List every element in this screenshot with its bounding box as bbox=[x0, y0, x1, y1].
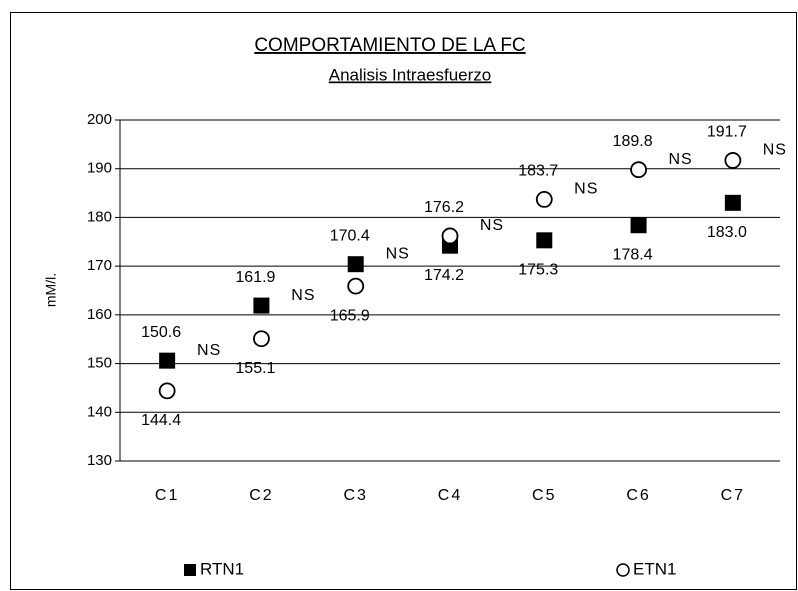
legend-label: ETN1 bbox=[633, 559, 676, 578]
y-axis-label: mM/l. bbox=[43, 273, 59, 307]
data-point bbox=[724, 152, 742, 169]
annotation: NS bbox=[763, 142, 787, 159]
x-tick-label: C3 bbox=[343, 487, 367, 504]
y-tick-label: 170 bbox=[87, 257, 112, 274]
data-point bbox=[159, 352, 176, 369]
data-point bbox=[253, 330, 270, 348]
data-label: 183.0 bbox=[707, 224, 747, 241]
data-label: 161.9 bbox=[235, 269, 275, 286]
annotation: NS bbox=[386, 245, 410, 262]
data-label: 150.6 bbox=[141, 324, 181, 341]
legend-marker bbox=[616, 563, 630, 577]
y-tick-label: 180 bbox=[87, 208, 112, 225]
data-point bbox=[630, 217, 647, 234]
data-point bbox=[630, 161, 647, 179]
annotation: NS bbox=[668, 151, 692, 168]
y-tick-label: 200 bbox=[87, 111, 112, 128]
data-point bbox=[441, 227, 459, 245]
data-label: 174.2 bbox=[424, 267, 464, 284]
data-label: 165.9 bbox=[330, 307, 370, 324]
x-tick-label: C2 bbox=[249, 487, 273, 504]
x-tick-label: C5 bbox=[532, 487, 556, 504]
chart-frame bbox=[10, 12, 797, 590]
x-tick-label: C4 bbox=[438, 487, 462, 504]
data-label: 155.1 bbox=[235, 360, 275, 377]
y-tick-label: 150 bbox=[87, 355, 112, 372]
data-point bbox=[347, 256, 364, 273]
legend-marker bbox=[184, 564, 196, 576]
data-label: 178.4 bbox=[613, 246, 653, 263]
x-tick-label: C7 bbox=[721, 487, 745, 504]
x-tick-label: C1 bbox=[155, 487, 179, 504]
data-point bbox=[536, 232, 553, 249]
data-point bbox=[724, 194, 741, 211]
data-label: 183.7 bbox=[518, 163, 558, 180]
chart-title: COMPORTAMIENTO DE LA FC bbox=[254, 35, 525, 56]
annotation: NS bbox=[574, 181, 598, 198]
annotation: NS bbox=[197, 342, 221, 359]
x-tick-label: C6 bbox=[626, 487, 650, 504]
y-tick-label: 140 bbox=[87, 403, 112, 420]
data-point bbox=[535, 191, 553, 208]
data-label: 144.4 bbox=[141, 412, 181, 429]
data-label: 189.8 bbox=[613, 133, 653, 150]
data-point bbox=[253, 297, 270, 314]
data-label: 176.2 bbox=[424, 199, 464, 216]
data-label: 175.3 bbox=[518, 262, 558, 279]
data-point bbox=[347, 277, 365, 295]
annotation: NS bbox=[480, 217, 504, 234]
y-tick-label: 190 bbox=[87, 160, 112, 177]
legend-label: RTN1 bbox=[200, 559, 244, 578]
data-label: 191.7 bbox=[707, 124, 747, 141]
y-tick-label: 160 bbox=[87, 306, 112, 323]
chart-subtitle: Analisis Intraesfuerzo bbox=[329, 65, 492, 84]
y-tick-label: 130 bbox=[87, 452, 112, 469]
annotation: NS bbox=[291, 287, 315, 304]
data-point bbox=[158, 382, 176, 400]
data-label: 170.4 bbox=[330, 227, 370, 244]
